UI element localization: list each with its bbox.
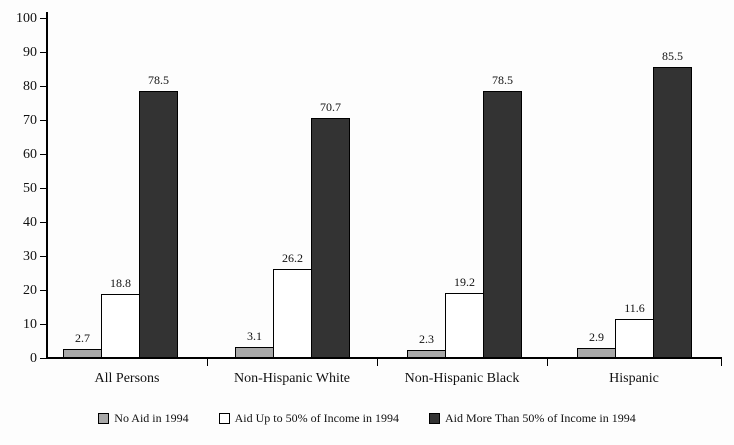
- y-axis-tick: [40, 18, 47, 19]
- y-axis-tick-label: 30: [23, 249, 37, 264]
- bar-no-aid-in-1994: [235, 347, 274, 358]
- bar-aid-up-to-50-of-income-in-1994: [273, 269, 312, 358]
- legend-label: Aid More Than 50% of Income in 1994: [444, 411, 636, 425]
- legend-swatch: [98, 413, 110, 424]
- y-axis-tick: [40, 324, 47, 325]
- bar-value-label: 85.5: [662, 49, 683, 63]
- y-axis-tick-label: 40: [23, 215, 37, 230]
- y-axis-tick: [40, 358, 47, 359]
- category-label: Non-Hispanic Black: [404, 371, 520, 386]
- legend-swatch: [218, 413, 230, 424]
- bar-aid-up-to-50-of-income-in-1994: [615, 319, 654, 358]
- bar-aid-more-than-50-of-income-in-1994: [483, 91, 522, 358]
- legend-swatch: [428, 413, 440, 424]
- category-label: Hispanic: [609, 371, 659, 386]
- bar-value-label: 2.9: [589, 330, 604, 344]
- x-axis-tick: [377, 359, 378, 366]
- y-axis-tick: [40, 86, 47, 87]
- y-axis-tick-label: 70: [23, 113, 37, 128]
- y-axis-tick-label: 0: [30, 351, 37, 366]
- bar-value-label: 2.3: [419, 332, 434, 346]
- bar-aid-more-than-50-of-income-in-1994: [139, 91, 178, 358]
- y-axis-tick: [40, 290, 47, 291]
- y-axis-line: [46, 12, 48, 359]
- category-label: Non-Hispanic White: [234, 371, 350, 386]
- y-axis-tick-label: 20: [23, 283, 37, 298]
- bar-aid-up-to-50-of-income-in-1994: [101, 294, 140, 358]
- bar-aid-more-than-50-of-income-in-1994: [311, 118, 350, 358]
- legend-item: No Aid in 1994: [98, 411, 189, 426]
- y-axis-tick-label: 50: [23, 181, 37, 196]
- bar-value-label: 78.5: [148, 73, 169, 87]
- x-axis-line: [46, 357, 722, 359]
- legend: No Aid in 1994 Aid Up to 50% of Income in…: [0, 411, 734, 426]
- y-axis-tick-label: 10: [23, 317, 37, 332]
- bar-aid-up-to-50-of-income-in-1994: [445, 293, 484, 358]
- x-axis-tick: [547, 359, 548, 366]
- legend-item: Aid Up to 50% of Income in 1994: [218, 411, 399, 426]
- x-axis-tick: [721, 359, 722, 366]
- y-axis-tick: [40, 222, 47, 223]
- y-axis-tick: [40, 256, 47, 257]
- y-axis-tick-label: 100: [16, 11, 37, 26]
- y-axis-tick: [40, 154, 47, 155]
- y-axis-tick: [40, 120, 47, 121]
- y-axis-tick: [40, 52, 47, 53]
- bar-no-aid-in-1994: [407, 350, 446, 358]
- bar-no-aid-in-1994: [577, 348, 616, 358]
- legend-item: Aid More Than 50% of Income in 1994: [428, 411, 636, 426]
- bar-aid-more-than-50-of-income-in-1994: [653, 67, 692, 358]
- bar-value-label: 19.2: [454, 275, 475, 289]
- bar-no-aid-in-1994: [63, 349, 102, 358]
- bar-value-label: 11.6: [624, 301, 645, 315]
- y-axis-tick: [40, 188, 47, 189]
- bar-value-label: 2.7: [75, 331, 90, 345]
- y-axis-tick-label: 60: [23, 147, 37, 162]
- bar-value-label: 26.2: [282, 251, 303, 265]
- bar-value-label: 78.5: [492, 73, 513, 87]
- y-axis-tick-label: 90: [23, 45, 37, 60]
- plot-area: 0 10 20 30 40 50 60 70 80 90 100 2.7 18.8 78.5 All Per…: [16, 11, 722, 386]
- bar-value-label: 70.7: [320, 100, 341, 114]
- legend-label: Aid Up to 50% of Income in 1994: [234, 411, 399, 425]
- category-label: All Persons: [94, 371, 160, 386]
- legend-label: No Aid in 1994: [114, 411, 189, 425]
- bar-value-label: 18.8: [110, 276, 131, 290]
- x-axis-tick: [207, 359, 208, 366]
- bar-value-label: 3.1: [247, 329, 262, 343]
- y-axis-tick-label: 80: [23, 79, 37, 94]
